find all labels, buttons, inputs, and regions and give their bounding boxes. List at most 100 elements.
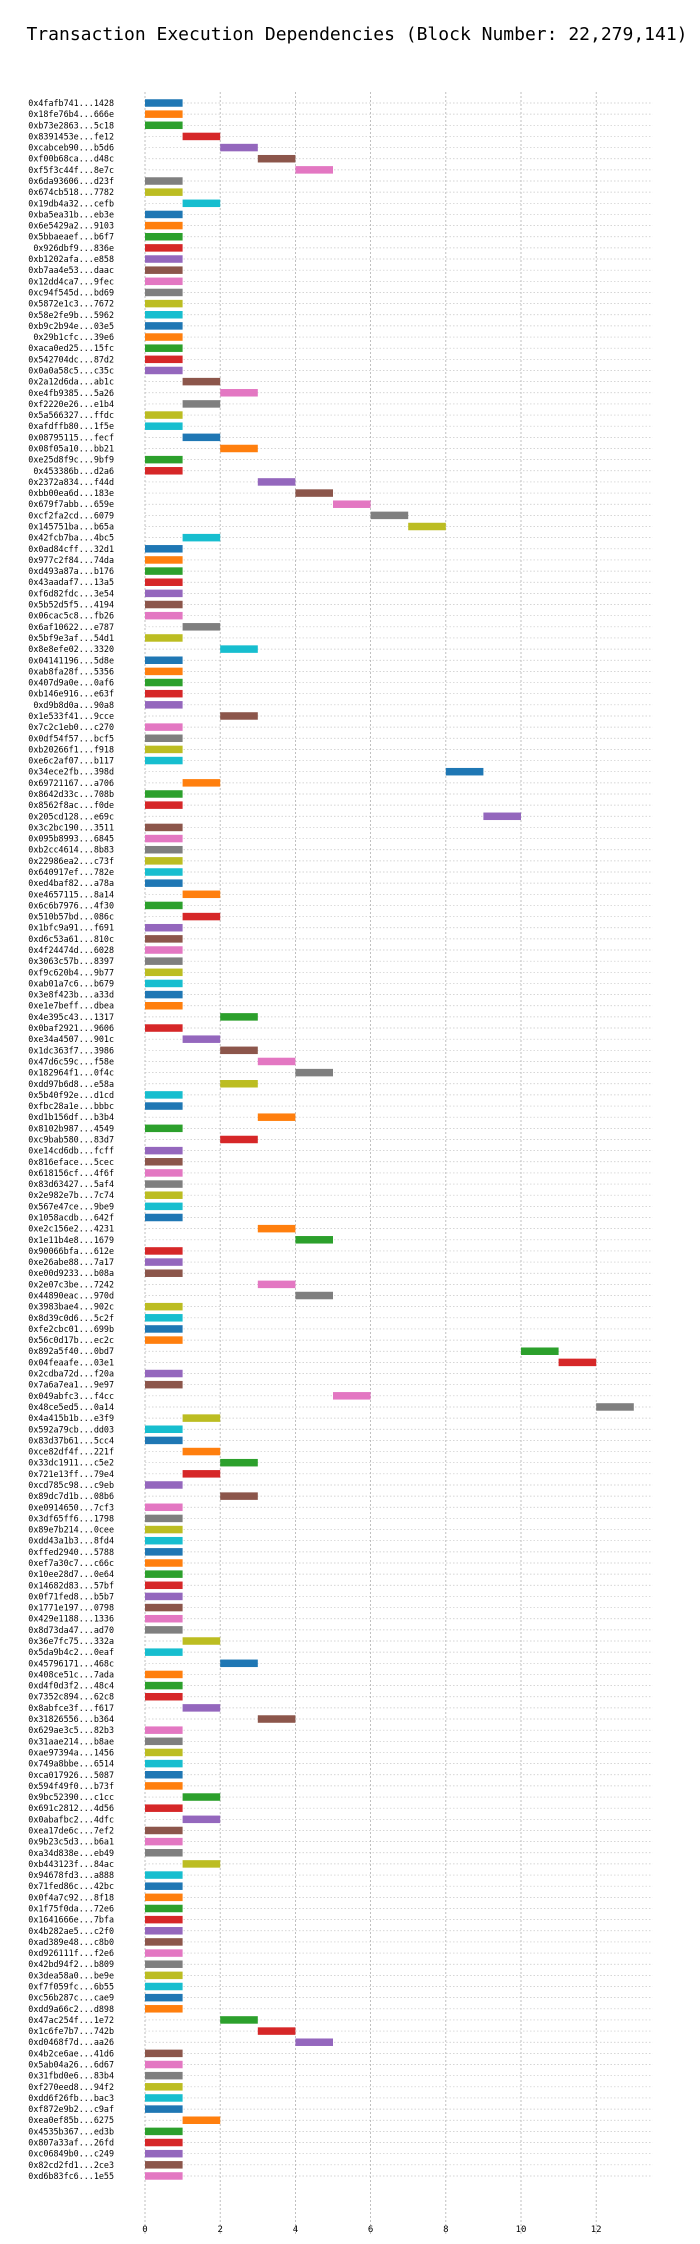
transaction-bar — [145, 1938, 183, 1946]
tx-hash-label: 0x691c2812...4d56 — [28, 1803, 114, 1813]
tx-hash-label: 0xfe2cbc01...699b — [28, 1324, 114, 1334]
tx-hash-label: 0x3063c57b...8397 — [28, 956, 114, 966]
tx-hash-label: 0x34ece2fb...398d — [28, 767, 114, 777]
transaction-bar — [145, 1180, 183, 1188]
tx-hash-label: 0x510b57bd...086c — [28, 912, 114, 922]
tx-hash-label: 0x22986ea2...c73f — [28, 856, 114, 866]
tx-hash-label: 0x3dea58a0...be9e — [28, 1970, 114, 1980]
tx-hash-label: 0x567e47ce...9be9 — [28, 1201, 114, 1211]
transaction-bar — [145, 1481, 183, 1489]
tx-hash-label: 0x4535b367...ed3b — [28, 2126, 114, 2136]
tx-hash-label: 0x5bf9e3af...54d1 — [28, 633, 114, 643]
tx-hash-label: 0x721e13ff...79e4 — [28, 1469, 114, 1479]
tx-hash-label: 0xba5ea31b...eb3e — [28, 209, 114, 219]
tx-hash-label: 0x816efacе...5cec — [28, 1157, 114, 1167]
transaction-bar — [145, 1124, 183, 1133]
tx-hash-label: 0x629ae3c5...82b3 — [28, 1725, 114, 1735]
transaction-bar — [220, 1046, 258, 1055]
tx-hash-label: 0x10ee28d7...0e64 — [28, 1569, 114, 1579]
tx-hash-label: 0x29b1cfc...39e6 — [33, 332, 114, 342]
tx-hash-label: 0x5a566327...ffdc — [28, 410, 114, 420]
transaction-bar — [145, 857, 183, 865]
tx-hash-label: 0x749a8bbe...6514 — [28, 1759, 114, 1769]
tx-hash-label: 0xea0ef85b...6275 — [28, 2115, 114, 2125]
transaction-bar — [145, 1960, 183, 1968]
x-tick-label: 10 — [516, 2225, 527, 2235]
transaction-bar — [145, 656, 183, 664]
transaction-bar — [145, 2049, 183, 2058]
transaction-bar — [257, 1224, 296, 1233]
tx-hash-label: 0x8102b987...4549 — [28, 1123, 114, 1133]
transaction-bar — [408, 522, 446, 531]
transaction-bar — [257, 478, 296, 486]
transaction-bar — [145, 1837, 183, 1846]
tx-hash-label: 0x71fed86c...42bc — [28, 1881, 114, 1891]
tx-hash-label: 0x2a12d6da...ab1c — [28, 377, 114, 387]
transaction-bar — [182, 890, 221, 899]
tx-hash-label: 0x04141196...5d8e — [28, 655, 114, 665]
tx-hash-label: 0xc56b287c...cae9 — [28, 1993, 114, 2003]
transaction-bar — [182, 1860, 221, 1868]
transaction-bar — [145, 1325, 183, 1333]
tx-hash-label: 0x94678fd3...a888 — [28, 1870, 114, 1880]
transaction-bar — [145, 1091, 183, 1099]
tx-hash-label: 0x1f75f0da...72e6 — [28, 1903, 114, 1913]
tx-hash-label: 0xab8fa28f...5356 — [28, 666, 114, 676]
tx-hash-label: 0x5da9b4c2...0eaf — [28, 1647, 114, 1657]
transaction-bar — [558, 1358, 597, 1367]
transaction-bar — [145, 2105, 183, 2113]
transaction-bar — [145, 701, 183, 709]
tx-hash-label: 0x429e1188...1336 — [28, 1614, 114, 1624]
transaction-bar — [145, 277, 183, 286]
tx-hash-label: 0x407d9a0e...0af6 — [28, 678, 114, 688]
transaction-bar — [145, 1314, 183, 1322]
transaction-bar — [182, 912, 221, 921]
tx-hash-label: 0xb443123f...84ac — [28, 1859, 114, 1869]
tx-hash-label: 0x08f05a10...bb21 — [28, 443, 114, 453]
tx-hash-label: 0x31aae214...b8ae — [28, 1736, 114, 1746]
transaction-bar — [145, 1380, 183, 1389]
x-tick-label: 4 — [293, 2225, 298, 2235]
tx-hash-label: 0x095b8993...6845 — [28, 834, 114, 844]
transaction-bar — [145, 678, 183, 687]
transaction-bar — [182, 1035, 221, 1043]
tx-hash-label: 0x0f71fed8...b5b7 — [28, 1591, 114, 1601]
transaction-bar — [333, 1392, 371, 1400]
tx-hash-label: 0x5ab04a26...6d67 — [28, 2060, 114, 2070]
transaction-bar — [145, 1748, 183, 1757]
tx-hash-label: 0xd1b156df...b3b4 — [28, 1112, 114, 1122]
transaction-bar — [145, 1782, 183, 1790]
transaction-bar — [145, 1302, 183, 1311]
transaction-bar — [145, 1826, 183, 1835]
tx-hash-label: 0x31826556...b364 — [28, 1714, 114, 1724]
x-tick-label: 6 — [368, 2225, 373, 2235]
transaction-bar — [145, 1503, 183, 1512]
tx-hash-label: 0x6da93606...d23f — [28, 176, 114, 186]
tx-hash-label: 0x47ac254f...1e72 — [28, 2015, 114, 2025]
tx-hash-label: 0xb20266f1...f918 — [28, 744, 114, 754]
tx-hash-label: 0x43aadaf7...13a5 — [28, 577, 114, 587]
transaction-bar — [145, 467, 183, 475]
transaction-bar — [182, 199, 221, 208]
transaction-bar — [182, 779, 221, 787]
tx-hash-label: 0xcd785c98...c9eb — [28, 1480, 114, 1490]
transaction-bar — [182, 400, 221, 408]
tx-hash-label: 0x8562f8ac...f0de — [28, 800, 114, 810]
transaction-bar — [220, 1013, 258, 1021]
transaction-bar — [295, 1068, 333, 1077]
tx-hash-label: 0x4e395c43...1317 — [28, 1012, 114, 1022]
tx-hash-label: 0x2cdba72d...f20a — [28, 1369, 114, 1379]
tx-hash-label: 0x1e11b4e8...1679 — [28, 1235, 114, 1245]
tx-hash-label: 0xd4f0d3f2...48c4 — [28, 1681, 114, 1691]
tx-hash-label: 0x14682d83...57bf — [28, 1580, 114, 1590]
transaction-bar — [145, 1904, 183, 1913]
transaction-bar — [145, 1202, 183, 1211]
tx-hash-label: 0xdd6f26fb...bac3 — [28, 2093, 114, 2103]
tx-hash-label: 0x640917ef...782e — [28, 867, 114, 877]
transaction-bar — [145, 366, 183, 375]
tx-hash-label: 0xc9bab580...83d7 — [28, 1134, 114, 1144]
tx-hash-label: 0xf7f059fc...6b55 — [28, 1982, 114, 1992]
tx-hash-label: 0x145751ba...b65a — [28, 522, 114, 532]
tx-hash-label: 0xe14cd6db...fcff — [28, 1146, 114, 1156]
transaction-bar — [145, 823, 183, 832]
